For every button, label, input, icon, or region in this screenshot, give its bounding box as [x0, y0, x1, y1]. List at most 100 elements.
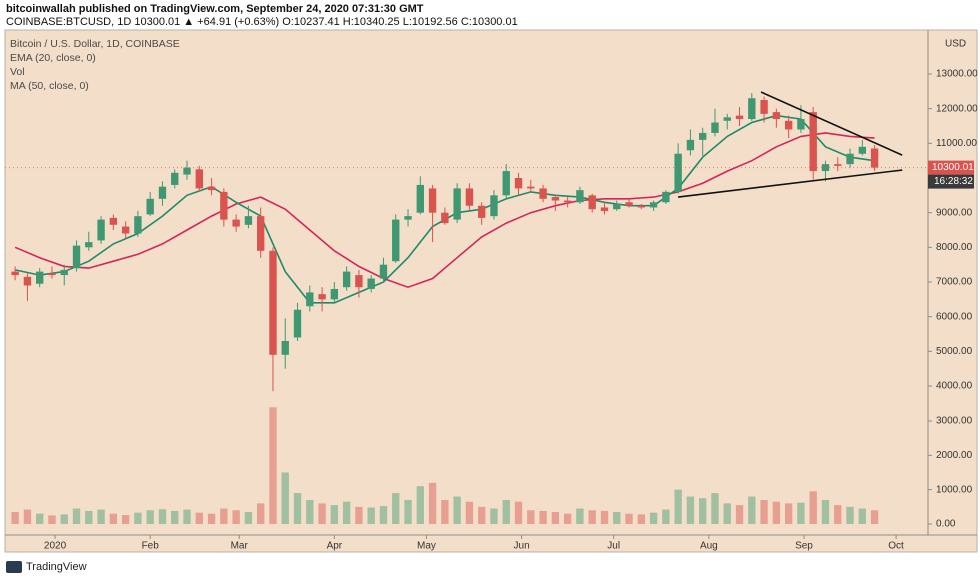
volume-bar — [441, 499, 449, 524]
volume-bar — [514, 501, 523, 524]
volume-bar — [453, 496, 461, 524]
byline: bitcoinwallah published on TradingView.c… — [6, 3, 424, 15]
volume-bar — [858, 508, 866, 524]
volume-bar — [121, 515, 130, 524]
y-tick-label: 11000.00 — [936, 138, 977, 149]
volume-bar — [257, 503, 265, 524]
volume-bar — [367, 507, 375, 524]
y-tick-label: 1000.00 — [936, 484, 973, 495]
candle-body — [748, 98, 756, 120]
candle-body — [686, 139, 695, 151]
x-tick-label: Apr — [327, 541, 343, 552]
candle-body — [171, 172, 179, 185]
volume-bar — [306, 499, 314, 524]
y-tick-label: 8000.00 — [936, 242, 973, 253]
volume-bar — [846, 506, 854, 524]
countdown-label: 16:28:32 — [934, 176, 973, 187]
candle-body — [392, 219, 400, 262]
volume-bar — [576, 508, 584, 524]
candle-body — [232, 219, 240, 227]
y-tick-label: 4000.00 — [936, 381, 973, 392]
candle-body — [588, 195, 596, 210]
volume-bar — [600, 510, 609, 524]
volume-bar — [539, 510, 547, 524]
x-tick-label: Sep — [795, 541, 813, 552]
brand-name: TradingView — [26, 561, 87, 573]
volume-bar — [379, 506, 388, 524]
volume-bar — [195, 512, 203, 524]
candle-body — [244, 216, 253, 225]
candle-body — [134, 216, 142, 234]
candle-body — [441, 212, 449, 224]
candle-body — [195, 169, 203, 189]
chart-title: Bitcoin / U.S. Dollar, 1D, COINBASE — [10, 38, 180, 50]
candle-body — [207, 186, 216, 191]
volume-bar — [72, 508, 81, 524]
volume-bar — [281, 472, 289, 524]
volume-bar — [748, 496, 756, 524]
candle-body — [416, 184, 424, 213]
ema-legend: EMA (20, close, 0) — [10, 52, 96, 64]
candle-body — [502, 171, 510, 196]
candle-body — [281, 340, 289, 355]
candle-body — [870, 148, 879, 168]
candle-body — [342, 271, 351, 288]
volume-bar — [784, 503, 793, 524]
volume-bar — [613, 511, 621, 524]
volume-bar — [625, 513, 633, 524]
candle-body — [97, 219, 105, 241]
volume-bar — [551, 511, 560, 524]
candle-body — [220, 191, 228, 220]
y-tick-label: 0.00 — [936, 519, 956, 530]
volume-bar — [23, 509, 32, 524]
x-tick-label: Aug — [700, 541, 718, 552]
candle-body — [563, 200, 572, 203]
last-price-label: 10300.01 — [932, 162, 974, 173]
candle-body — [146, 198, 154, 215]
candle-body — [711, 122, 719, 133]
x-tick-label: Jul — [607, 541, 620, 552]
volume-bar — [834, 505, 842, 524]
volume-bar — [588, 510, 596, 524]
candle-body — [809, 112, 817, 172]
candle-body — [551, 197, 560, 201]
candle-body — [23, 276, 32, 286]
x-tick-label: 2020 — [44, 541, 67, 552]
candle-body — [699, 132, 707, 140]
brand[interactable]: TradingView — [6, 561, 87, 573]
candle-body — [834, 164, 842, 166]
candle-body — [613, 204, 621, 210]
volume-bar — [330, 505, 339, 524]
candle-body — [109, 217, 118, 225]
volume-bar — [478, 506, 486, 524]
x-tick-label: Jun — [514, 541, 530, 552]
x-tick-label: May — [417, 541, 436, 552]
volume-bar — [809, 491, 817, 524]
volume-bar — [293, 493, 302, 524]
volume-bar — [662, 509, 670, 524]
volume-bar — [416, 486, 424, 524]
candle-body — [306, 292, 314, 307]
volume-bar — [134, 512, 142, 524]
last-price-box — [928, 160, 974, 175]
volume-bar — [723, 503, 731, 524]
candle-body — [649, 202, 658, 208]
candle-body — [36, 271, 44, 284]
volume-bar — [674, 489, 682, 524]
volume-bar — [735, 505, 744, 524]
volume-bar — [183, 509, 191, 524]
candle-body — [576, 190, 584, 203]
volume-bar — [821, 499, 830, 524]
candle-body — [11, 271, 19, 276]
volume-bar — [60, 514, 68, 524]
unit-label: USD — [945, 39, 966, 50]
y-tick-label: 6000.00 — [936, 311, 973, 322]
volume-bar — [686, 496, 695, 524]
volume-bar — [699, 498, 707, 524]
candle-body — [784, 120, 793, 130]
volume-bar — [85, 510, 93, 524]
candle-body — [121, 226, 130, 234]
trendline — [678, 169, 903, 198]
y-tick-label: 7000.00 — [936, 277, 973, 288]
